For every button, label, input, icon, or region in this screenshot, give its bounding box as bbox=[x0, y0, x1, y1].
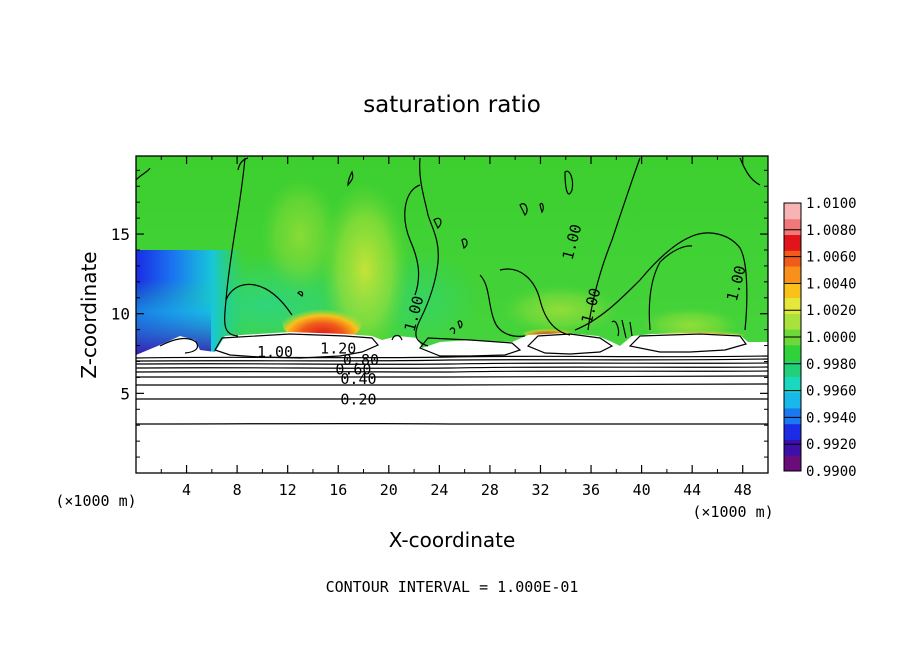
plot-frame bbox=[135, 155, 769, 474]
contour-label: 1.20 bbox=[320, 340, 356, 358]
contour-labels: 1.00 1.200.800.600.400.201.001.001.001.00 bbox=[257, 222, 750, 409]
contour-label: 0.60 bbox=[335, 360, 371, 378]
colorbar-swatch bbox=[784, 234, 801, 251]
colorbar-swatch bbox=[784, 313, 801, 330]
colorbar-tick-label: 1.0100 bbox=[806, 196, 857, 212]
colorbar-swatch bbox=[784, 392, 801, 409]
colorbar-swatch bbox=[784, 439, 801, 456]
colorbar-swatch bbox=[784, 218, 801, 236]
y-axis-label: Z-coordinate bbox=[77, 251, 101, 378]
chart-title: saturation ratio bbox=[363, 92, 541, 118]
colorbar-tick-label: 0.9960 bbox=[806, 384, 857, 400]
x-tick-label: 20 bbox=[380, 481, 398, 499]
contour-label: 0.40 bbox=[340, 370, 376, 388]
colorbar-swatch bbox=[784, 455, 801, 472]
colorbar-tick-label: 1.0060 bbox=[806, 250, 857, 266]
y-axis-ticks: 5 10 15 bbox=[111, 169, 768, 458]
colorbar: 1.0100 1.0080 1.0060 1.0040 1.0020 1.0000 0.99… bbox=[783, 196, 857, 480]
x-tick-label: 32 bbox=[531, 481, 549, 499]
x-tick-label: 36 bbox=[582, 481, 600, 499]
contour-interval-footer: CONTOUR INTERVAL = 1.000E-01 bbox=[326, 578, 579, 596]
x-unit-label: (×1000 m) bbox=[55, 492, 136, 510]
colorbar-tick-label: 1.0020 bbox=[806, 303, 857, 319]
colorbar-swatch bbox=[784, 360, 801, 377]
colorbar-tick-label: 1.0080 bbox=[806, 223, 857, 239]
x-unit-label-right: (×1000 m) bbox=[692, 503, 773, 521]
colorbar-swatch bbox=[784, 376, 801, 393]
x-tick-label: 16 bbox=[329, 481, 347, 499]
colorbar-tick-label: 0.9980 bbox=[806, 357, 857, 373]
contour-label: 0.80 bbox=[343, 351, 379, 369]
x-tick-label: 8 bbox=[233, 481, 242, 499]
colorbar-swatch bbox=[784, 344, 801, 362]
x-tick-label: 44 bbox=[683, 481, 701, 499]
x-tick-label: 28 bbox=[481, 481, 499, 499]
contour-label: 0.20 bbox=[340, 391, 376, 409]
colorbar-swatch bbox=[784, 203, 801, 220]
colorbar-swatch bbox=[784, 281, 801, 299]
contour-lines bbox=[136, 157, 768, 425]
colorbar-tick-label: 0.9920 bbox=[806, 437, 857, 453]
colorbar-swatch bbox=[784, 407, 801, 425]
y-tick-label: 10 bbox=[111, 305, 130, 324]
x-tick-label: 48 bbox=[734, 481, 752, 499]
colorbar-swatch bbox=[784, 250, 801, 267]
contour-label: 1.00 bbox=[257, 343, 293, 361]
colorbar-swatch bbox=[784, 423, 801, 440]
x-tick-label: 4 bbox=[182, 481, 191, 499]
y-tick-label: 5 bbox=[120, 384, 130, 403]
colorbar-tick-label: 1.0000 bbox=[806, 330, 857, 346]
saturation-field bbox=[136, 156, 768, 473]
colorbar-tick-label: 0.9900 bbox=[806, 464, 857, 480]
x-tick-label: 40 bbox=[633, 481, 651, 499]
colorbar-tick-label: 1.0040 bbox=[806, 276, 857, 292]
colorbar-swatch bbox=[784, 297, 801, 314]
x-tick-label: 12 bbox=[279, 481, 297, 499]
x-tick-label: 24 bbox=[430, 481, 448, 499]
y-tick-label: 15 bbox=[111, 225, 130, 244]
colorbar-tick-label: 0.9940 bbox=[806, 410, 857, 426]
x-axis-ticks: 4 8 12 16 20 24 28 32 36 40 44 48 bbox=[160, 156, 752, 499]
colorbar-swatch bbox=[784, 266, 801, 283]
x-axis-label: X-coordinate bbox=[389, 528, 516, 552]
